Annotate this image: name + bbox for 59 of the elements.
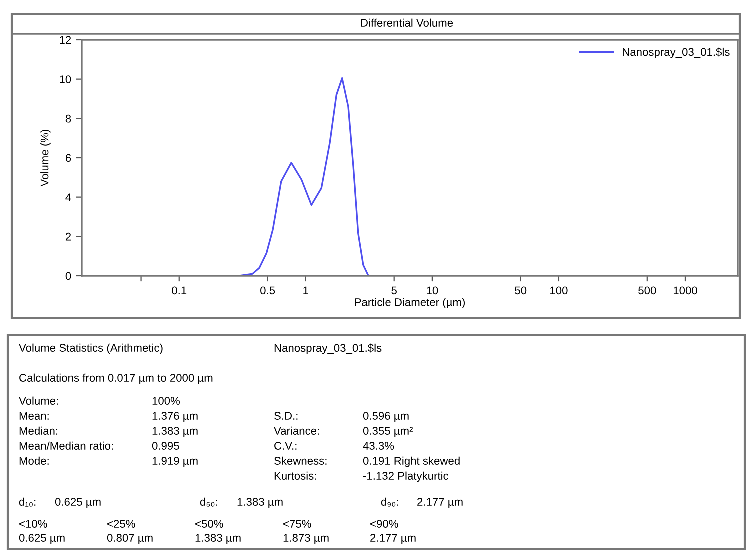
text: 1.383 µm	[238, 498, 283, 508]
y-axis-title: Volume (%)	[40, 130, 51, 187]
y-tick-label: 6	[66, 154, 72, 162]
text: 0.625 µm	[55, 498, 101, 508]
text: <50%	[196, 520, 224, 528]
y-tick-label: 2	[66, 232, 72, 241]
text: -1.132 Platykurtic	[363, 472, 449, 482]
text: 1.873 µm	[284, 534, 329, 544]
text: <25%	[108, 520, 136, 528]
text: S.D.:	[274, 412, 298, 420]
y-tick-label: 10	[60, 76, 72, 84]
text: Volume:	[19, 396, 58, 405]
y-tick-label: 8	[66, 114, 72, 123]
text: 1.383 µm	[152, 427, 198, 438]
text: <10%	[20, 520, 48, 528]
text: Calculations from 0.017 µm to 2000 µm	[20, 374, 213, 384]
text: Mean:	[20, 412, 49, 420]
legend-label: Nanospray_03_01.$ls	[623, 48, 730, 58]
text: 0.625 µm	[19, 534, 65, 544]
text: C.V.:	[274, 442, 297, 450]
x-tick-label: 0.5	[260, 286, 276, 295]
text: Volume Statistics (Arithmetic)	[19, 344, 163, 354]
x-tick-label: 1	[304, 286, 308, 294]
x-tick-label: 50	[515, 286, 527, 295]
x-tick-label: 100	[550, 286, 568, 295]
y-tick-label: 0	[66, 272, 72, 280]
x-tick-label: 0.1	[172, 286, 187, 295]
chart-title: Differential Volume	[361, 18, 454, 27]
text: Mean/Median ratio:	[20, 442, 114, 450]
text: d₉₀:	[381, 498, 398, 507]
text: 43.3%	[363, 442, 394, 450]
x-tick-label: 500	[638, 286, 656, 295]
text: Mode:	[20, 456, 49, 465]
text: Median:	[20, 426, 58, 435]
text: 2.177 µm	[370, 534, 416, 544]
text: d₁₀:	[19, 498, 36, 507]
text: 0.355 µm²	[363, 427, 414, 438]
x-tick-label: 1000	[674, 286, 698, 295]
text: 1.376 µm	[152, 412, 198, 422]
x-tick-label: 10	[427, 286, 438, 295]
text: Variance:	[274, 426, 320, 435]
text: 1.383 µm	[196, 534, 241, 544]
text: Kurtosis:	[274, 472, 316, 480]
text: <75%	[284, 520, 312, 528]
text: <90%	[370, 520, 398, 528]
text: 0.596 µm	[363, 412, 409, 422]
y-tick-label: 4	[66, 194, 72, 202]
text: 2.177 µm	[418, 498, 463, 508]
y-tick-label: 12	[60, 36, 72, 44]
text: 1.919 µm	[152, 457, 198, 468]
text: 100%	[152, 397, 180, 405]
x-tick-label: 5	[392, 286, 397, 295]
text: 0.191 Right skewed	[363, 456, 460, 468]
text: d₅₀:	[200, 498, 218, 507]
text: Skewness:	[274, 456, 327, 465]
text: Nanospray_03_01.$ls	[274, 344, 382, 354]
text: 0.807 µm	[107, 534, 153, 544]
x-axis-title: Particle Diameter (µm)	[355, 298, 465, 309]
text: 0.995	[152, 442, 180, 450]
